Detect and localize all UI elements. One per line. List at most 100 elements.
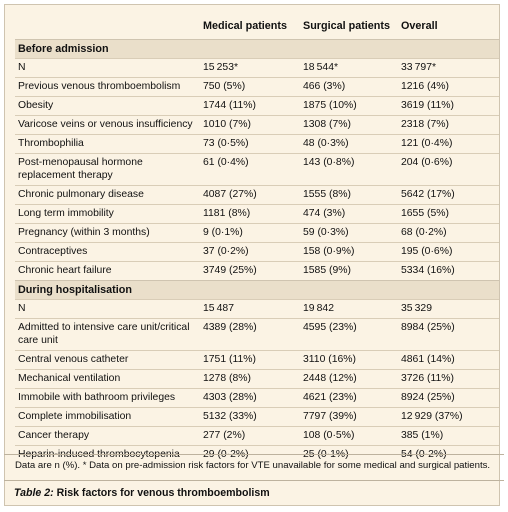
overall-value: 3726 (11%) [401,369,499,389]
header-row: Medical patients Surgical patients Overa… [15,13,499,40]
overall-value: 12 929 (37%) [401,407,499,427]
surgical-value: 1308 (7%) [303,115,401,135]
surgical-value: 474 (3%) [303,204,401,224]
medical-value: 4389 (28%) [203,318,303,351]
surgical-value: 2448 (12%) [303,369,401,389]
table-row: Pregnancy (within 3 months) 9 (0·1%) 59 (0… [15,223,499,243]
table-row: N 15 487 19 842 35 329 [15,299,499,319]
section-header-row: During hospitalisation [15,280,499,300]
footnote: Data are n (%). * Data on pre-admission … [15,460,491,471]
medical-value: 73 (0·5%) [203,134,303,154]
surgical-value: 59 (0·3%) [303,223,401,243]
overall-value: 4861 (14%) [401,350,499,370]
medical-value: 4087 (27%) [203,185,303,205]
row-label: Contraceptives [15,242,203,262]
medical-value: 61 (0·4%) [203,153,303,186]
overall-value: 5334 (16%) [401,261,499,281]
header-label [15,13,203,40]
table-row: Contraceptives 37 (0·2%) 158 (0·9%) 195 (0·… [15,242,499,262]
medical-value: 3749 (25%) [203,261,303,281]
table-row: Long term immobility 1181 (8%) 474 (3%) 165… [15,204,499,224]
overall-value: 204 (0·6%) [401,153,499,186]
overall-value: 68 (0·2%) [401,223,499,243]
overall-value: 1655 (5%) [401,204,499,224]
row-label: Immobile with bathroom privileges [15,388,203,408]
row-label: Complete immobilisation [15,407,203,427]
overall-value: 3619 (11%) [401,96,499,116]
table-row: Chronic heart failure 3749 (25%) 1585 (9%)… [15,261,499,281]
overall-value: 385 (1%) [401,426,499,446]
risk-factor-table: Medical patients Surgical patients Overa… [15,13,499,464]
overall-value: 1216 (4%) [401,77,499,97]
row-label: Post-menopausal hormone replacement ther… [15,153,203,186]
row-label: Long term immobility [15,204,203,224]
medical-value: 1751 (11%) [203,350,303,370]
medical-value: 5132 (33%) [203,407,303,427]
table-row: Admitted to intensive care unit/critical… [15,318,499,351]
surgical-value: 3110 (16%) [303,350,401,370]
overall-value: 33 797* [401,58,499,78]
table-row: Obesity 1744 (11%) 1875 (10%) 3619 (11%) [15,96,499,116]
caption-divider [4,480,504,481]
surgical-value: 1555 (8%) [303,185,401,205]
row-label: Varicose veins or venous insufficiency [15,115,203,135]
section-title: During hospitalisation [15,280,499,300]
table-row: Central venous catheter 1751 (11%) 3110 (1… [15,350,499,370]
row-label: Previous venous thromboembolism [15,77,203,97]
medical-value: 1278 (8%) [203,369,303,389]
medical-value: 1010 (7%) [203,115,303,135]
overall-value: 2318 (7%) [401,115,499,135]
row-label: Pregnancy (within 3 months) [15,223,203,243]
medical-value: 37 (0·2%) [203,242,303,262]
header-overall: Overall [401,19,438,32]
row-label: Thrombophilia [15,134,203,154]
row-label: Admitted to intensive care unit/critical… [15,318,203,351]
surgical-value: 19 842 [303,299,401,319]
medical-value: 750 (5%) [203,77,303,97]
medical-value: 15 487 [203,299,303,319]
surgical-value: 108 (0·5%) [303,426,401,446]
row-label: Cancer therapy [15,426,203,446]
header-medical: Medical patients [203,19,287,32]
overall-value: 5642 (17%) [401,185,499,205]
medical-value: 1181 (8%) [203,204,303,224]
row-label: Obesity [15,96,203,116]
section-title: Before admission [15,39,499,59]
table-row: Complete immobilisation 5132 (33%) 7797 (3… [15,407,499,427]
surgical-value: 158 (0·9%) [303,242,401,262]
table-row: Chronic pulmonary disease 4087 (27%) 1555 … [15,185,499,205]
surgical-value: 1875 (10%) [303,96,401,116]
table-row: Immobile with bathroom privileges 4303 (2… [15,388,499,408]
surgical-value: 4621 (23%) [303,388,401,408]
caption-label: Table 2: [14,487,54,499]
medical-value: 15 253* [203,58,303,78]
section-header-row: Before admission [15,39,499,59]
row-label: N [15,299,203,319]
table-row: Previous venous thromboembolism 750 (5%) 4… [15,77,499,97]
surgical-value: 7797 (39%) [303,407,401,427]
surgical-value: 466 (3%) [303,77,401,97]
header-surgical: Surgical patients [303,19,390,32]
row-label: Central venous catheter [15,350,203,370]
table-row: N 15 253* 18 544* 33 797* [15,58,499,78]
surgical-value: 48 (0·3%) [303,134,401,154]
overall-value: 121 (0·4%) [401,134,499,154]
surgical-value: 1585 (9%) [303,261,401,281]
surgical-value: 143 (0·8%) [303,153,401,186]
row-label: N [15,58,203,78]
table-panel: Medical patients Surgical patients Overa… [4,4,500,506]
row-label: Mechanical ventilation [15,369,203,389]
row-label: Chronic pulmonary disease [15,185,203,205]
table-row: Cancer therapy 277 (2%) 108 (0·5%) 385 (1%) [15,426,499,446]
surgical-value: 4595 (23%) [303,318,401,351]
table-row: Thrombophilia 73 (0·5%) 48 (0·3%) 121 (0·4%… [15,134,499,154]
table-row: Post-menopausal hormone replacement ther… [15,153,499,186]
medical-value: 277 (2%) [203,426,303,446]
table-row: Mechanical ventilation 1278 (8%) 2448 (12%… [15,369,499,389]
overall-value: 8924 (25%) [401,388,499,408]
table-row: Varicose veins or venous insufficiency 10… [15,115,499,135]
row-label: Chronic heart failure [15,261,203,281]
footnote-divider [4,454,504,455]
overall-value: 35 329 [401,299,499,319]
table-caption: Table 2: Risk factors for venous thrombo… [14,487,270,499]
